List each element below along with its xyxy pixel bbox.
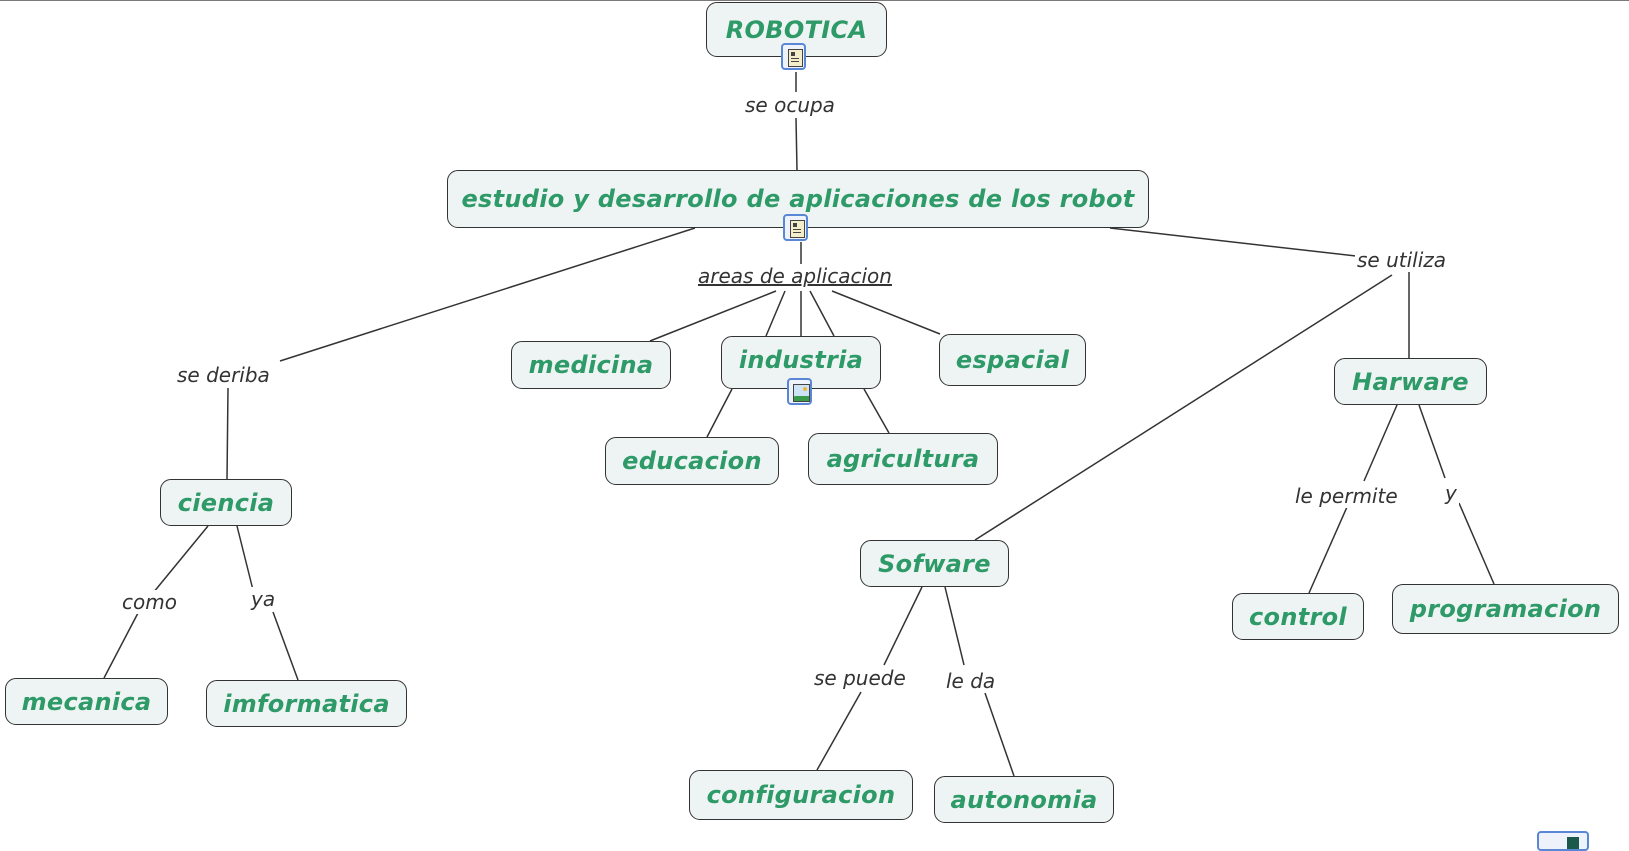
link-como[interactable]: como bbox=[120, 590, 179, 614]
concept-imformatica[interactable]: imformatica bbox=[206, 680, 407, 727]
concept-agricultura[interactable]: agricultura bbox=[808, 433, 998, 485]
document-icon[interactable] bbox=[783, 214, 808, 241]
concept-configuracion[interactable]: configuracion bbox=[689, 770, 913, 820]
link-se-deriba[interactable]: se deriba bbox=[175, 363, 272, 387]
link-se-utiliza[interactable]: se utiliza bbox=[1355, 248, 1449, 272]
concept-programacion[interactable]: programacion bbox=[1392, 584, 1619, 634]
concept-espacial[interactable]: espacial bbox=[939, 334, 1086, 386]
link-le-da[interactable]: le da bbox=[944, 669, 998, 693]
concept-autonomia[interactable]: autonomia bbox=[934, 776, 1114, 823]
concept-ciencia[interactable]: ciencia bbox=[160, 479, 292, 526]
concept-control[interactable]: control bbox=[1232, 593, 1364, 640]
link-se-puede[interactable]: se puede bbox=[812, 666, 908, 690]
image-icon[interactable] bbox=[787, 378, 812, 405]
concept-mecanica[interactable]: mecanica bbox=[5, 678, 168, 725]
link-ya[interactable]: ya bbox=[249, 587, 278, 611]
link-se-ocupa[interactable]: se ocupa bbox=[743, 93, 837, 117]
resource-icon[interactable] bbox=[1537, 831, 1589, 851]
concept-robotica[interactable]: ROBOTICA bbox=[706, 2, 887, 57]
link-y[interactable]: y bbox=[1443, 481, 1459, 505]
concept-medicina[interactable]: medicina bbox=[511, 341, 671, 389]
document-icon[interactable] bbox=[781, 43, 806, 70]
top-border bbox=[0, 0, 1629, 1]
link-le-permite[interactable]: le permite bbox=[1293, 484, 1400, 508]
link-areas-de-aplicacion[interactable]: areas de aplicacion bbox=[696, 264, 894, 288]
concept-educacion[interactable]: educacion bbox=[605, 437, 779, 485]
concept-harware[interactable]: Harware bbox=[1334, 358, 1487, 405]
concept-sofware[interactable]: Sofware bbox=[860, 540, 1009, 587]
